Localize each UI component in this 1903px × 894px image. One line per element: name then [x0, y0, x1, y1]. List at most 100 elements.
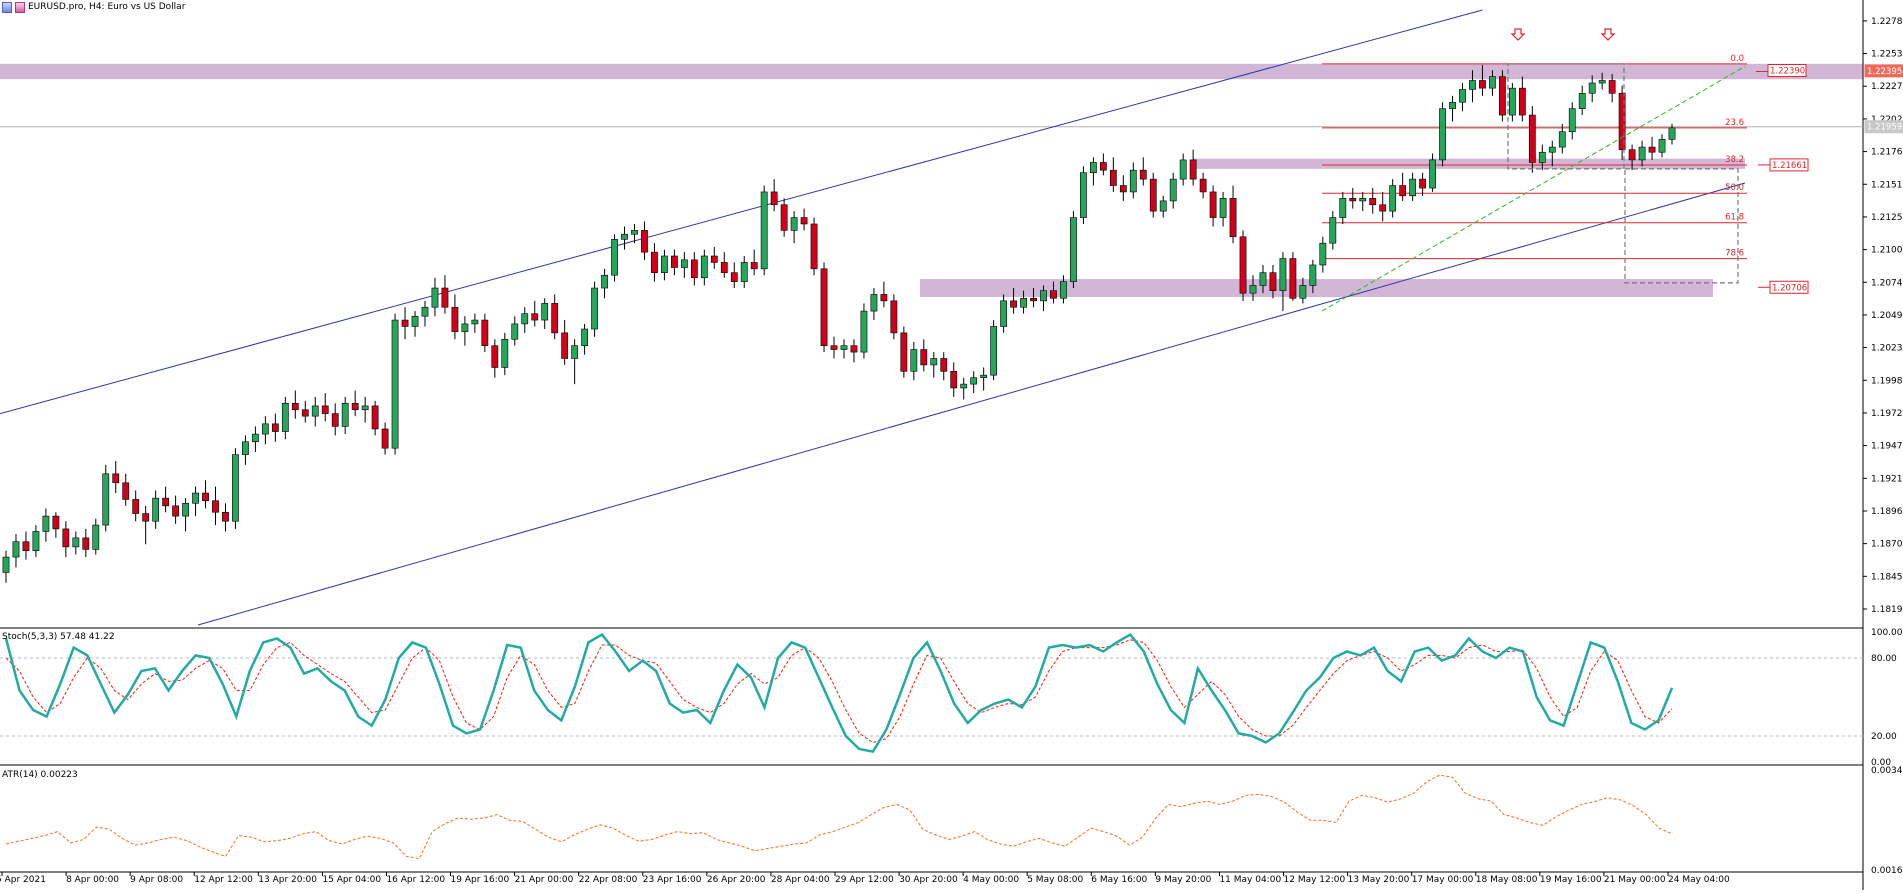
- channel-upper-line[interactable]: [0, 9, 1483, 415]
- candle[interactable]: [1269, 264, 1277, 299]
- candle[interactable]: [1668, 124, 1676, 145]
- candle[interactable]: [1000, 294, 1007, 333]
- candle[interactable]: [680, 252, 688, 278]
- candle[interactable]: [1139, 157, 1147, 186]
- candle[interactable]: [1369, 188, 1377, 214]
- candle[interactable]: [1499, 70, 1506, 122]
- candle[interactable]: [1299, 277, 1307, 304]
- candle[interactable]: [710, 247, 718, 269]
- candle[interactable]: [571, 339, 579, 385]
- candle[interactable]: [1050, 281, 1057, 304]
- candle[interactable]: [1518, 76, 1526, 122]
- candle[interactable]: [291, 390, 299, 419]
- candle[interactable]: [341, 396, 349, 435]
- candle[interactable]: [561, 320, 569, 365]
- candle[interactable]: [261, 416, 269, 445]
- candle[interactable]: [1648, 136, 1656, 160]
- candle[interactable]: [192, 486, 199, 517]
- candle[interactable]: [1558, 124, 1566, 154]
- candle[interactable]: [830, 336, 838, 359]
- candle[interactable]: [381, 422, 389, 455]
- candle[interactable]: [820, 262, 828, 353]
- candle[interactable]: [62, 521, 70, 558]
- candle[interactable]: [1379, 191, 1387, 222]
- candle[interactable]: [1189, 149, 1197, 186]
- candle[interactable]: [351, 390, 359, 417]
- candle[interactable]: [72, 531, 80, 555]
- candle[interactable]: [1469, 70, 1476, 103]
- candle[interactable]: [311, 396, 319, 427]
- candle[interactable]: [601, 268, 608, 299]
- candle[interactable]: [880, 281, 888, 308]
- candle[interactable]: [980, 367, 988, 391]
- candle[interactable]: [1588, 75, 1596, 103]
- candle[interactable]: [1548, 140, 1556, 167]
- candle[interactable]: [541, 298, 549, 330]
- candle[interactable]: [421, 300, 429, 327]
- candle[interactable]: [1070, 211, 1077, 289]
- candle[interactable]: [1508, 83, 1516, 122]
- candle[interactable]: [850, 339, 858, 363]
- candle[interactable]: [1528, 106, 1536, 173]
- candle[interactable]: [1030, 288, 1037, 308]
- candle[interactable]: [92, 518, 100, 555]
- candle[interactable]: [471, 313, 479, 333]
- candle[interactable]: [321, 393, 329, 422]
- candle[interactable]: [212, 486, 219, 526]
- candle[interactable]: [1080, 166, 1087, 224]
- candle[interactable]: [451, 294, 459, 340]
- candle[interactable]: [840, 339, 848, 359]
- candle[interactable]: [1020, 290, 1027, 314]
- candle[interactable]: [900, 326, 908, 378]
- candle[interactable]: [760, 185, 768, 276]
- candle[interactable]: [800, 208, 808, 231]
- candle[interactable]: [521, 307, 529, 333]
- candle[interactable]: [252, 426, 259, 453]
- candle[interactable]: [631, 223, 638, 244]
- candle[interactable]: [750, 249, 758, 276]
- candle[interactable]: [1349, 188, 1357, 209]
- candle[interactable]: [142, 505, 150, 545]
- candle[interactable]: [1538, 144, 1546, 171]
- candle[interactable]: [1479, 65, 1486, 96]
- candle[interactable]: [172, 495, 179, 524]
- candle[interactable]: [1179, 153, 1187, 186]
- candle[interactable]: [700, 249, 708, 286]
- candle[interactable]: [950, 362, 958, 397]
- candle[interactable]: [770, 179, 778, 212]
- candle[interactable]: [491, 339, 499, 378]
- candle[interactable]: [112, 461, 120, 494]
- candle[interactable]: [651, 243, 658, 282]
- candle[interactable]: [1329, 211, 1337, 250]
- candle[interactable]: [202, 480, 209, 509]
- candle[interactable]: [22, 531, 30, 560]
- candle[interactable]: [411, 311, 419, 337]
- candle[interactable]: [860, 303, 868, 359]
- candle[interactable]: [1119, 175, 1127, 201]
- candle[interactable]: [730, 262, 738, 289]
- candle[interactable]: [2, 550, 10, 583]
- candle[interactable]: [1419, 172, 1426, 196]
- candle[interactable]: [1429, 153, 1436, 192]
- candle[interactable]: [1618, 85, 1626, 160]
- candle[interactable]: [12, 534, 20, 568]
- candle[interactable]: [910, 341, 918, 381]
- candle[interactable]: [1279, 252, 1287, 312]
- candle[interactable]: [1568, 102, 1576, 140]
- candle[interactable]: [1099, 153, 1107, 176]
- candle[interactable]: [1489, 70, 1496, 96]
- candle[interactable]: [1229, 185, 1237, 244]
- candle[interactable]: [1010, 288, 1017, 314]
- candle[interactable]: [940, 352, 948, 381]
- candle[interactable]: [960, 377, 968, 400]
- candle[interactable]: [232, 448, 239, 529]
- target-box[interactable]: [1624, 168, 1739, 284]
- candle[interactable]: [182, 498, 189, 532]
- channel-lower-line[interactable]: [197, 182, 1746, 626]
- candle[interactable]: [1259, 264, 1267, 294]
- candle[interactable]: [1578, 85, 1586, 116]
- candle[interactable]: [52, 512, 60, 538]
- candle[interactable]: [920, 339, 928, 372]
- candle[interactable]: [1628, 144, 1636, 171]
- candle[interactable]: [690, 252, 698, 286]
